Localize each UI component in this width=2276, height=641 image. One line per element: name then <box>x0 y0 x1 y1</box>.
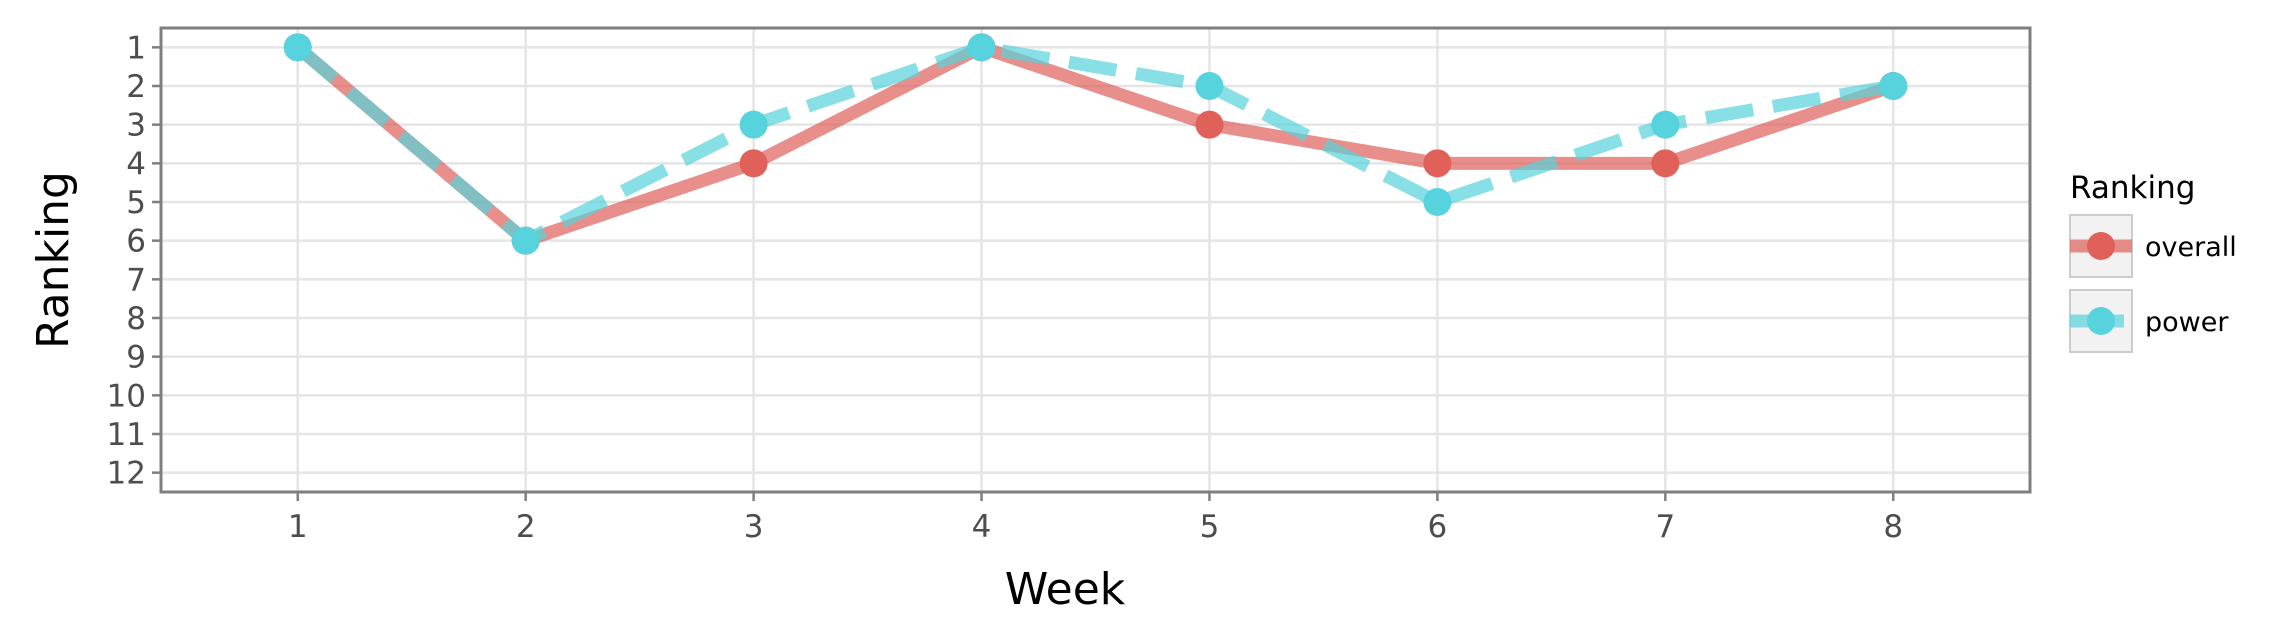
y-tick-label: 4 <box>126 146 146 182</box>
data-point-overall <box>1651 149 1680 178</box>
legend: Ranking overall power <box>2069 170 2237 353</box>
y-tick-label: 6 <box>126 224 146 260</box>
plot-panel-border <box>159 26 2032 494</box>
legend-key-point <box>2087 307 2115 335</box>
data-point-power <box>511 226 540 255</box>
legend-title: Ranking <box>2070 170 2195 206</box>
legend-label: power <box>2145 307 2229 338</box>
legend-item-power: power <box>2069 289 2229 353</box>
data-point-overall <box>1423 149 1452 178</box>
series-power <box>283 33 1908 255</box>
grid <box>161 28 2030 492</box>
y-tick-label: 8 <box>126 301 146 337</box>
data-point-power <box>1879 72 1908 100</box>
y-tick-label: 10 <box>107 378 146 414</box>
y-tick-label: 5 <box>126 185 146 221</box>
y-tick-label: 9 <box>126 340 146 376</box>
y-tick-label: 11 <box>107 417 146 453</box>
series-line-overall <box>293 40 1896 248</box>
x-tick-label: 8 <box>1883 509 1903 545</box>
y-axis-title: Ranking <box>28 171 79 349</box>
y-tick-label: 3 <box>126 108 146 144</box>
data-point-power <box>1423 188 1452 216</box>
x-tick-label: 2 <box>516 509 536 545</box>
y-tick-label: 2 <box>126 69 146 105</box>
series-line-power <box>293 40 1895 248</box>
x-tick-label: 7 <box>1655 509 1675 545</box>
series <box>283 33 1908 255</box>
data-point-power <box>1195 72 1224 100</box>
x-tick-label: 5 <box>1200 509 1220 545</box>
data-point-power <box>283 33 312 62</box>
x-axis-title: Week <box>1005 564 1126 615</box>
data-point-power <box>1651 110 1680 139</box>
y-tick-label: 12 <box>107 456 146 492</box>
legend-label: overall <box>2145 232 2237 263</box>
data-point-power <box>967 33 996 62</box>
data-point-overall <box>739 149 768 178</box>
x-axis: 1 2 3 4 5 6 7 8 <box>288 492 1903 545</box>
data-point-overall <box>1195 110 1224 139</box>
y-tick-label: 7 <box>126 262 146 298</box>
x-tick-label: 4 <box>972 509 992 545</box>
x-tick-label: 3 <box>744 509 764 545</box>
data-point-power <box>739 110 768 139</box>
x-tick-label: 6 <box>1428 509 1448 545</box>
legend-item-overall: overall <box>2069 214 2237 278</box>
y-tick-label: 1 <box>126 30 146 66</box>
legend-key-point <box>2087 232 2115 260</box>
x-tick-label: 1 <box>288 509 308 545</box>
